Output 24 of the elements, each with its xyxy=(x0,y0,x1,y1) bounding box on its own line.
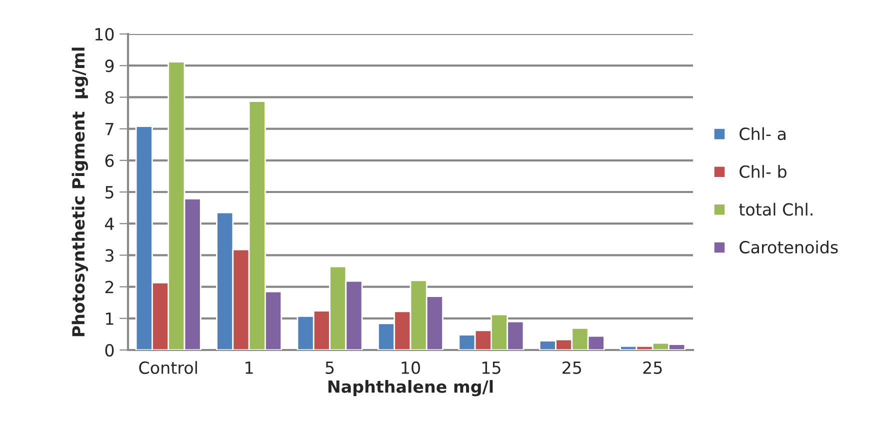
x-tick-label: 15 xyxy=(482,362,500,374)
y-axis-title: Photosynthetic Pigment µg/ml xyxy=(72,48,88,336)
y-tick-label: 5 xyxy=(105,186,114,199)
x-axis-title: Naphthalene mg/l xyxy=(328,380,493,396)
x-tick-label: Control xyxy=(139,361,197,374)
legend-label: Chl- b xyxy=(740,165,786,178)
y-tick-label: 8 xyxy=(105,91,114,104)
y-tick-label: 10 xyxy=(95,28,114,41)
x-tick-label: 10 xyxy=(402,361,420,374)
y-tick-label: 1 xyxy=(106,312,114,325)
y-tick-label: 7 xyxy=(106,122,114,136)
legend-label: Carotenoids xyxy=(740,240,838,254)
y-tick-label: 9 xyxy=(105,60,114,72)
x-tick-label: 1 xyxy=(246,362,253,374)
y-tick-label: 6 xyxy=(105,154,114,167)
y-tick-label: 3 xyxy=(105,249,114,262)
y-tick-label: 0 xyxy=(105,344,114,357)
legend-label: Chl- a xyxy=(740,127,786,140)
legend-label: total Chl. xyxy=(739,202,812,216)
x-tick-label: 5 xyxy=(326,362,334,374)
x-tick-label: 25 xyxy=(562,361,582,374)
x-tick-label: 25 xyxy=(643,361,662,374)
y-tick-label: 4 xyxy=(105,218,114,230)
y-tick-label: 2 xyxy=(105,280,114,294)
